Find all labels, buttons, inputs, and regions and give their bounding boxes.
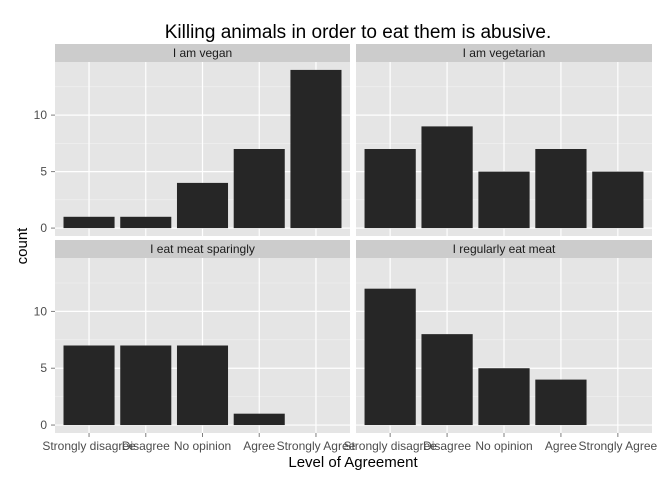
facet-panels: I am vegan I am vegetarian I eat meat spar… (55, 44, 652, 433)
y-tick-label: 0 (40, 418, 47, 432)
facet-strip (356, 44, 652, 62)
facet-strip-label: I am vegan (173, 46, 232, 60)
x-tick-label: No opinion (475, 439, 532, 453)
bar (233, 149, 285, 229)
y-tick-label: 0 (40, 221, 47, 235)
bar (535, 379, 587, 426)
bar (421, 334, 473, 426)
y-axis-tick-labels: 0 5 10 0 5 10 (34, 108, 55, 432)
bar (176, 182, 229, 229)
x-tick-label: Strongly Agree (578, 439, 657, 453)
x-tick-label: Strongly disagree (42, 439, 136, 453)
bar (535, 149, 587, 229)
bar (421, 126, 473, 229)
y-tick-label: 5 (40, 165, 47, 179)
y-axis-title: count (14, 227, 31, 265)
x-axis-title: Level of Agreement (288, 454, 418, 471)
facet-panel: I am vegetarian (356, 44, 652, 236)
bar (478, 368, 530, 426)
facet-panel: I regularly eat meat (356, 240, 652, 433)
facet-strip-label: I eat meat sparingly (150, 242, 255, 256)
bar (120, 345, 172, 426)
x-tick-label: Disagree (122, 439, 170, 453)
facet-strip (55, 44, 350, 62)
y-tick-label: 5 (40, 361, 47, 375)
x-tick-label: Disagree (423, 439, 471, 453)
x-tick-label: Strongly disagree (343, 439, 437, 453)
x-tick-label: Agree (545, 439, 577, 453)
facet-panel: I eat meat sparingly (55, 240, 350, 433)
x-tick-label: No opinion (174, 439, 231, 453)
facet-strip-label: I regularly eat meat (453, 242, 556, 256)
y-tick-label: 10 (34, 108, 48, 122)
bar (233, 413, 285, 426)
bar (290, 69, 342, 229)
facet-panel: I am vegan (55, 44, 350, 236)
x-tick-label: Agree (243, 439, 275, 453)
bar (120, 216, 172, 229)
bar (63, 216, 115, 229)
bar (592, 171, 644, 229)
facet-strip-label: I am vegetarian (463, 46, 546, 60)
y-tick-label: 10 (34, 304, 48, 318)
facet-strip (55, 240, 350, 258)
bar (478, 171, 530, 229)
chart-title: Killing animals in order to eat them is … (165, 22, 552, 43)
bar (364, 288, 416, 426)
bar (176, 345, 229, 426)
facet-strip (356, 240, 652, 258)
bar (364, 149, 416, 229)
bar (63, 345, 115, 426)
x-tick-label: Strongly Agree (277, 439, 356, 453)
